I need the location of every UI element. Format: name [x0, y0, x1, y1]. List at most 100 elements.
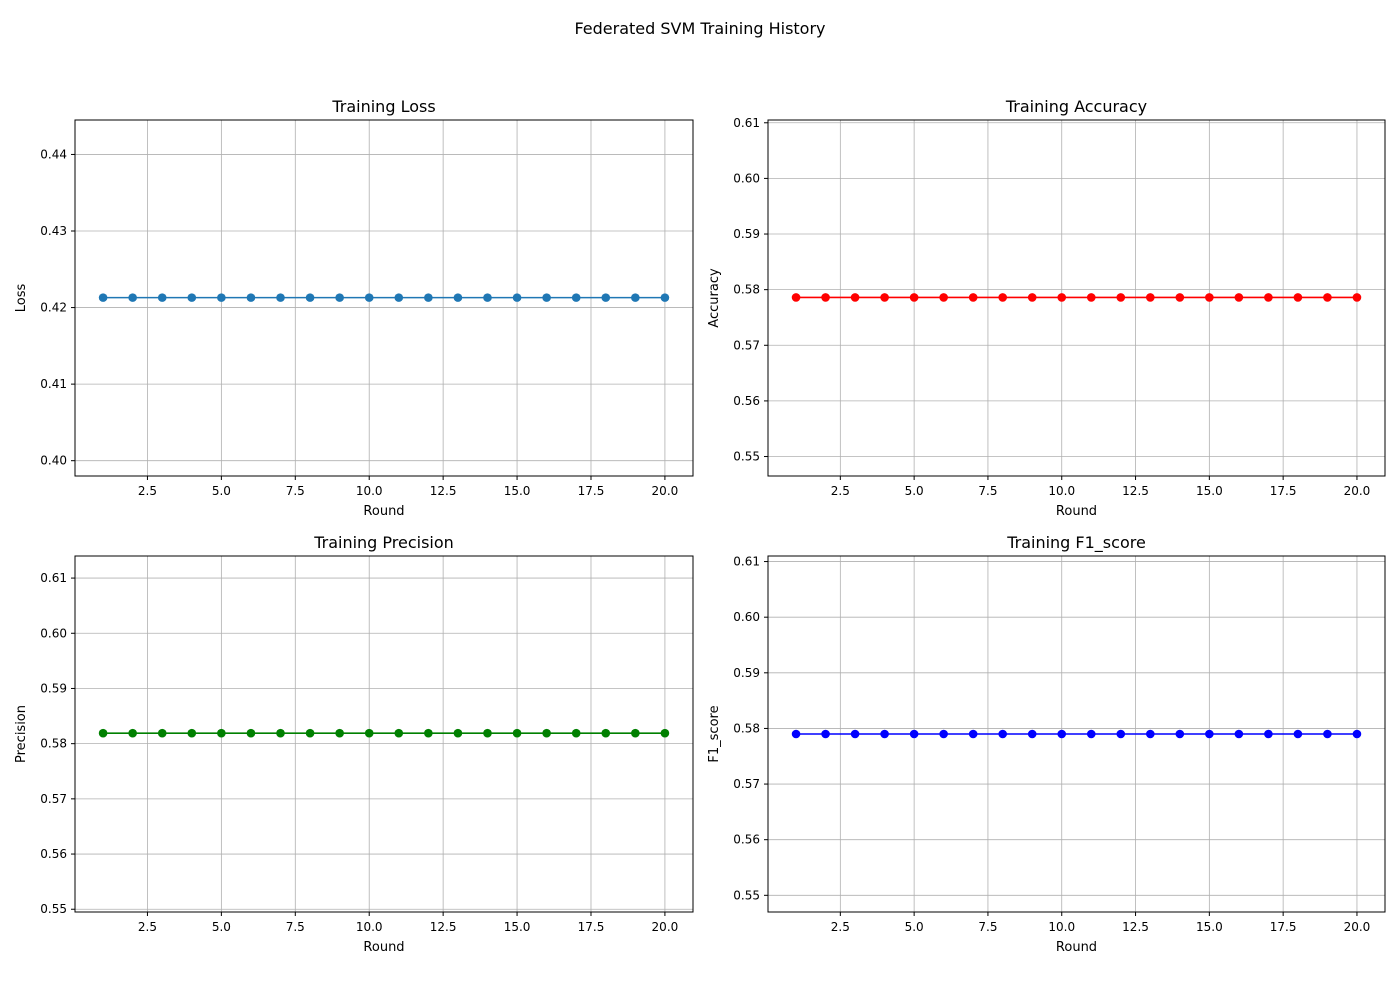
y-tick-label: 0.55 [40, 902, 67, 916]
x-tick-label: 17.5 [1270, 920, 1297, 934]
data-point [631, 293, 640, 302]
x-tick-label: 10.0 [356, 920, 383, 934]
y-tick-label: 0.56 [733, 394, 760, 408]
subplot-4: 2.5 5.0 7.5 10.0 12.5 15.0 17.5 20.0 0.55 0.56 0.5… [707, 533, 1386, 955]
data-point [601, 728, 611, 738]
data-point [1323, 729, 1332, 739]
x-tick-label: 20.0 [652, 484, 679, 498]
x-tick-label: 7.5 [286, 920, 305, 934]
data-point [821, 729, 830, 739]
data-point [850, 729, 860, 739]
subplot-3: 2.5 5.0 7.5 10.0 12.5 15.0 17.5 20.0 0.55 0.56 0.5… [14, 533, 694, 955]
subplot-title: Training Accuracy [1005, 97, 1147, 116]
x-tick-label: 12.5 [1122, 484, 1149, 498]
x-tick-label: 2.5 [831, 484, 850, 498]
y-tick-label: 0.44 [40, 147, 67, 161]
data-point [1175, 293, 1185, 302]
data-point [1264, 729, 1273, 739]
data-point [483, 728, 492, 738]
y-tick-label: 0.43 [40, 224, 67, 238]
data-point [631, 728, 640, 738]
data-point [791, 293, 801, 302]
data-point [880, 293, 889, 302]
y-axis-label: Loss [14, 284, 29, 313]
y-tick-label: 0.59 [40, 681, 67, 695]
data-point [394, 293, 404, 302]
x-tick-label: 12.5 [430, 920, 457, 934]
x-tick-label: 12.5 [430, 484, 457, 498]
data-point [660, 728, 670, 738]
y-axis-label: Accuracy [707, 268, 722, 328]
y-tick-label: 0.41 [40, 377, 67, 391]
data-point [1264, 293, 1273, 302]
y-tick-label: 0.56 [40, 847, 67, 861]
data-point [335, 728, 344, 738]
data-point [791, 729, 801, 739]
data-point [542, 728, 551, 738]
x-tick-label: 17.5 [578, 484, 605, 498]
x-tick-label: 5.0 [905, 484, 924, 498]
y-tick-label: 0.55 [733, 450, 760, 464]
data-point [1205, 729, 1214, 739]
data-point [217, 293, 226, 302]
data-point [98, 728, 108, 738]
y-tick-label: 0.57 [733, 777, 760, 791]
data-point [276, 728, 285, 738]
subplot-2: 2.5 5.0 7.5 10.0 12.5 15.0 17.5 20.0 0.55 0.56 0.5… [707, 97, 1386, 519]
axes-frame [767, 555, 1386, 913]
x-tick-label: 15.0 [504, 484, 531, 498]
y-tick-label: 0.60 [733, 171, 760, 185]
data-point [1057, 729, 1067, 739]
x-tick-label: 20.0 [1344, 484, 1371, 498]
y-tick-label: 0.58 [40, 737, 67, 751]
axes-frame [767, 119, 1386, 477]
x-tick-label: 12.5 [1122, 920, 1149, 934]
data-point [305, 293, 315, 302]
data-point [1086, 729, 1096, 739]
x-tick-label: 2.5 [138, 484, 157, 498]
data-point [1027, 293, 1037, 302]
x-tick-label: 15.0 [504, 920, 531, 934]
data-point [1146, 293, 1155, 302]
x-tick-label: 15.0 [1196, 920, 1223, 934]
data-point [1146, 729, 1155, 739]
data-point [1234, 293, 1244, 302]
x-tick-label: 7.5 [978, 484, 997, 498]
y-tick-label: 0.42 [40, 301, 67, 315]
data-point [571, 293, 581, 302]
x-axis-label: Round [1056, 940, 1097, 955]
data-point [246, 728, 256, 738]
data-point [968, 729, 978, 739]
x-tick-label: 10.0 [356, 484, 383, 498]
data-point [424, 293, 433, 302]
y-tick-label: 0.57 [40, 792, 67, 806]
y-tick-label: 0.60 [40, 626, 67, 640]
y-axis-label: F1_score [707, 705, 722, 762]
data-point [880, 729, 889, 739]
data-point [542, 293, 551, 302]
data-point [660, 293, 670, 302]
data-point [850, 293, 860, 302]
axes-frame [74, 555, 694, 913]
y-tick-label: 0.58 [733, 283, 760, 297]
data-point [512, 293, 522, 302]
data-point [364, 728, 374, 738]
x-axis-label: Round [363, 940, 404, 955]
x-tick-label: 10.0 [1048, 484, 1075, 498]
subplot-title: Training Precision [313, 533, 454, 552]
data-point [187, 728, 197, 738]
data-point [909, 293, 919, 302]
x-tick-label: 17.5 [578, 920, 605, 934]
data-point [1116, 293, 1126, 302]
x-tick-label: 5.0 [905, 920, 924, 934]
data-point [128, 293, 137, 302]
data-point [246, 293, 256, 302]
data-point [157, 293, 167, 302]
data-point [335, 293, 344, 302]
data-point [1293, 293, 1303, 302]
data-point [157, 728, 167, 738]
data-point [217, 728, 226, 738]
y-tick-label: 0.61 [733, 116, 760, 130]
x-tick-label: 7.5 [286, 484, 305, 498]
